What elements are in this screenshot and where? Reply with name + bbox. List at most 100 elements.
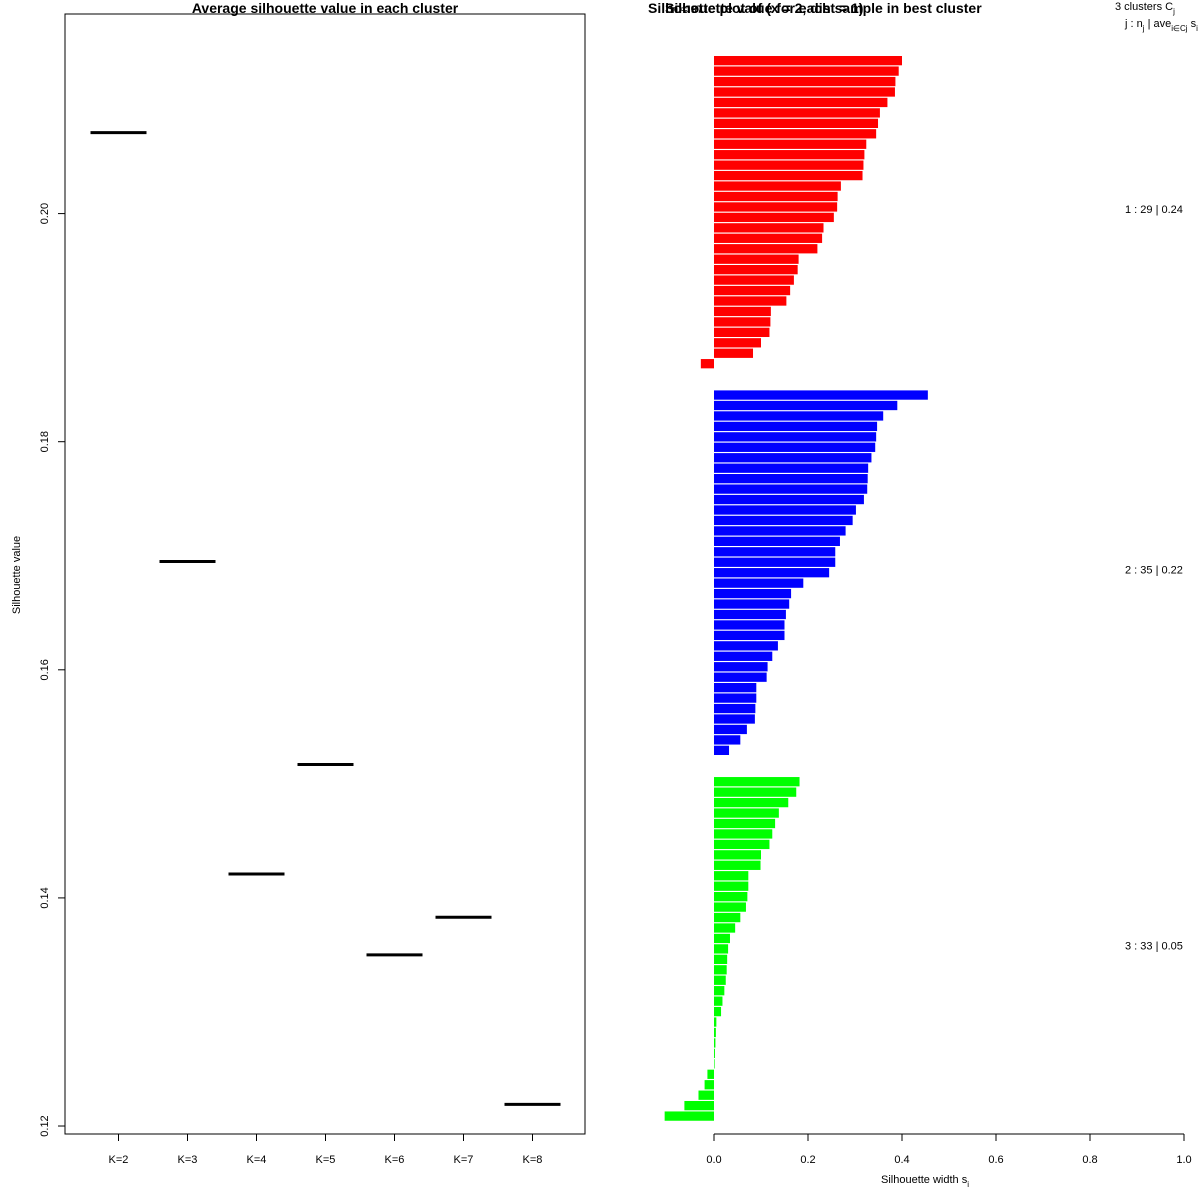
right-x-tick-label: 0.0	[706, 1154, 721, 1166]
right-x-tick-label: 0.6	[988, 1154, 1003, 1166]
left-y-axis-label: Silhouette value	[11, 536, 23, 614]
cluster-summary: 1 : 29 | 0.24	[1125, 204, 1183, 216]
legend-line2-c: s	[1188, 18, 1197, 30]
silhouette-bar	[714, 432, 877, 442]
left-x-axis: K=2 K=3 K=4 K=5 K=6 K=7 K=8	[109, 1134, 542, 1166]
silhouette-bar	[714, 306, 771, 317]
silhouette-bar	[714, 108, 880, 118]
silhouette-bar	[714, 1017, 717, 1027]
silhouette-bar	[714, 547, 836, 557]
silhouette-bar	[714, 850, 761, 860]
left-x-tick-label: K=7	[454, 1154, 474, 1166]
silhouette-bar	[714, 390, 928, 400]
left-y-tick-label: 0.18	[39, 431, 51, 452]
silhouette-bar	[714, 787, 797, 797]
silhouette-bar	[714, 66, 899, 76]
silhouette-bar	[714, 839, 770, 850]
silhouette-bar	[714, 494, 864, 505]
silhouette-bar	[704, 1080, 714, 1090]
silhouette-bar	[714, 536, 840, 546]
left-x-tick-label: K=2	[109, 1154, 129, 1166]
silhouette-bar	[714, 557, 836, 567]
silhouette-bar	[714, 944, 729, 954]
silhouette-bar	[714, 808, 779, 818]
silhouette-bar	[714, 703, 756, 714]
silhouette-bar	[714, 871, 749, 881]
silhouette-bar	[714, 150, 865, 160]
silhouette-bar	[714, 923, 736, 933]
silhouette-bar	[714, 609, 786, 620]
silhouette-bar	[714, 170, 863, 181]
left-x-tick-label: K=4	[247, 1154, 267, 1166]
silhouette-bar	[714, 630, 785, 641]
silhouette-bar	[714, 568, 830, 578]
silhouette-bar	[714, 400, 898, 411]
silhouette-bar	[714, 76, 896, 87]
legend-header-line1: 3 clusters Cj	[1115, 1, 1175, 16]
left-y-tick-label: 0.16	[39, 659, 51, 680]
left-y-axis: 0.12 0.14 0.16 0.18 0.20	[39, 203, 65, 1137]
silhouette-bar	[714, 714, 755, 724]
left-chart: Average silhouette value in each cluster…	[11, 0, 586, 1166]
silhouette-bar	[714, 212, 834, 223]
silhouette-bar	[714, 129, 877, 139]
silhouette-bar	[714, 453, 872, 463]
silhouette-bar	[714, 892, 748, 902]
silhouette-bar	[714, 818, 776, 829]
silhouette-bar	[714, 484, 868, 494]
silhouette-bar	[714, 317, 771, 327]
silhouette-bar	[714, 651, 773, 661]
left-x-tick-label: K=5	[316, 1154, 336, 1166]
silhouette-bar	[714, 735, 741, 745]
silhouette-bar	[707, 1069, 714, 1079]
silhouette-bar	[714, 223, 824, 233]
right-chart-hidden-title: Silhouette plot of (x = 2, dist = 1)	[648, 0, 863, 16]
right-x-tick-label: 0.4	[894, 1154, 909, 1166]
silhouette-bar	[714, 87, 895, 97]
silhouette-bar	[714, 474, 868, 484]
silhouette-bar	[714, 641, 778, 651]
left-y-tick-label: 0.12	[39, 1115, 51, 1136]
legend-line2-sub3: i	[1196, 24, 1198, 33]
silhouette-bar	[714, 933, 730, 944]
silhouette-bar	[714, 693, 757, 703]
left-x-tick-label: K=6	[385, 1154, 405, 1166]
silhouette-bar	[714, 56, 902, 66]
right-x-tick-label: 1.0	[1176, 1154, 1191, 1166]
silhouette-bar	[714, 338, 761, 348]
silhouette-bar	[714, 745, 730, 755]
silhouette-bar	[714, 965, 727, 975]
silhouette-bar	[714, 672, 767, 682]
right-x-axis-label-text: Silhouette width s	[881, 1174, 968, 1186]
left-y-tick-label: 0.20	[39, 203, 51, 224]
silhouette-bar	[714, 1059, 715, 1069]
silhouette-bar	[714, 160, 864, 170]
silhouette-bar	[664, 1111, 714, 1121]
silhouette-bar	[700, 359, 714, 369]
left-chart-title: Average silhouette value in each cluster	[192, 0, 459, 16]
silhouette-bar	[714, 254, 799, 264]
silhouette-bar	[714, 265, 798, 275]
silhouette-bar	[714, 1027, 716, 1038]
left-series	[90, 131, 561, 1106]
silhouette-bar	[714, 620, 785, 630]
silhouette-bar	[714, 118, 879, 128]
right-x-axis-label-sub: i	[967, 1180, 969, 1189]
silhouette-bar	[714, 526, 846, 536]
silhouette-bar	[698, 1090, 714, 1100]
silhouette-bar	[714, 829, 773, 839]
cluster-summaries: 1 : 29 | 0.24 2 : 35 | 0.22 3 : 33 | 0.05	[1125, 204, 1183, 953]
silhouette-bar	[714, 411, 884, 421]
cluster-summary: 3 : 33 | 0.05	[1125, 940, 1183, 952]
silhouette-bar	[714, 683, 757, 693]
left-y-tick-label: 0.14	[39, 887, 51, 908]
cluster-summary: 2 : 35 | 0.22	[1125, 564, 1183, 576]
silhouette-bar	[714, 348, 754, 358]
silhouette-bar	[714, 902, 746, 912]
silhouette-bar	[714, 1048, 715, 1059]
silhouette-bar	[714, 578, 804, 588]
silhouette-bar	[714, 986, 725, 996]
right-x-axis: 0.0 0.2 0.4 0.6 0.8 1.0	[706, 1133, 1192, 1166]
legend-line2-sub1: j	[1142, 24, 1145, 33]
